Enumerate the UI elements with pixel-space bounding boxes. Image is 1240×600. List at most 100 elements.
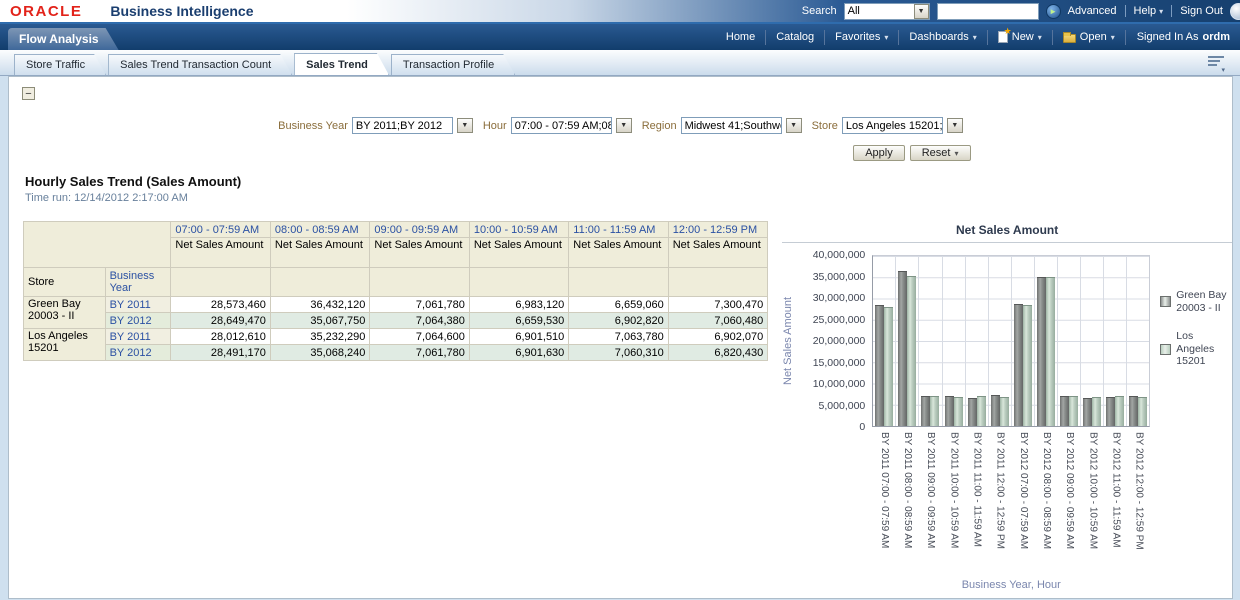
bar-los-angeles-15201[interactable] [1138, 397, 1148, 426]
bar-group [1104, 256, 1128, 426]
value-cell: 6,901,510 [468, 328, 570, 345]
value-cell: 35,232,290 [269, 328, 371, 345]
nav-open[interactable]: Open ▾ [1051, 29, 1125, 45]
chevron-down-icon: ▾ [972, 32, 977, 42]
filter-value-box[interactable]: Midwest 41;Southwes [680, 117, 782, 134]
business-year-header-link[interactable]: Business Year [109, 270, 155, 294]
column-header-hour: 12:00 - 12:59 PM [667, 220, 769, 239]
bar-los-angeles-15201[interactable] [999, 396, 1009, 426]
x-tick: BY 2012 07:00 - 07:59 AM [1011, 427, 1034, 569]
year-link[interactable]: BY 2011 [109, 330, 151, 343]
dropdown-arrow-icon[interactable]: ▼ [456, 118, 473, 133]
pivot-table: 07:00 - 07:59 AM 08:00 - 08:59 AM 09:00 - … [22, 220, 769, 361]
bar-green-bay-20003-ii[interactable] [1013, 304, 1023, 426]
link-help[interactable]: Help ▾ [1134, 5, 1164, 17]
chevron-down-icon: ▾ [1110, 32, 1115, 42]
signed-in-label: Signed In As [1136, 31, 1199, 43]
bar-los-angeles-15201[interactable] [1115, 396, 1125, 426]
nav-catalog[interactable]: Catalog [765, 29, 824, 45]
dropdown-arrow-icon[interactable]: ▼ [946, 118, 963, 133]
dashboard-title-tab[interactable]: Flow Analysis [8, 28, 119, 50]
collapse-section-button[interactable]: − [22, 87, 35, 100]
bar-green-bay-20003-ii[interactable] [967, 397, 977, 426]
value-cell: 28,491,170 [170, 344, 271, 361]
search-area: Search All ▼ ► Advanced Help ▾ Sign Out [802, 2, 1240, 20]
bar-los-angeles-15201[interactable] [1092, 396, 1101, 426]
page-options-icon[interactable] [1208, 56, 1225, 74]
nav-favorites[interactable]: Favorites ▾ [824, 29, 898, 45]
link-advanced[interactable]: Advanced [1068, 5, 1117, 17]
bar-los-angeles-15201[interactable] [1068, 396, 1078, 426]
bar-group [989, 256, 1012, 426]
header-empty-cell [468, 267, 570, 297]
reset-button[interactable]: Reset ▾ [909, 145, 971, 161]
link-label: Help [1133, 5, 1157, 17]
year-link[interactable]: BY 2011 [109, 298, 151, 311]
bar-los-angeles-15201[interactable] [907, 276, 917, 426]
search-input[interactable] [936, 2, 1039, 20]
link-label: Sign Out [1180, 5, 1223, 17]
tab-sales-trend[interactable]: Sales Trend [294, 53, 389, 75]
bar-los-angeles-15201[interactable] [1045, 276, 1055, 426]
bar-group [873, 256, 897, 426]
nav-dashboards[interactable]: Dashboards ▾ [898, 29, 986, 45]
year-cell: BY 2012 [104, 312, 172, 329]
signed-in-as: Signed In As ordm [1124, 29, 1236, 45]
time-run: Time run: 12/14/2012 2:17:00 AM [25, 192, 188, 204]
year-link[interactable]: BY 2012 [109, 346, 152, 359]
bar-green-bay-20003-ii[interactable] [990, 394, 1000, 426]
bar-los-angeles-15201[interactable] [930, 395, 940, 426]
tab-sales-trend-transaction-count[interactable]: Sales Trend Transaction Count [108, 54, 292, 75]
signed-in-user: ordm [1202, 31, 1231, 43]
bar-group [1035, 256, 1058, 426]
link-sign-out[interactable]: Sign Out [1180, 5, 1223, 17]
value-cell: 7,300,470 [667, 296, 769, 313]
bar-green-bay-20003-ii[interactable] [1083, 397, 1092, 426]
table-row: BY 2012 28,649,470 35,067,750 7,064,380 6,65… [24, 312, 769, 329]
value-cell: 6,659,530 [468, 312, 570, 329]
bar-green-bay-20003-ii[interactable] [1129, 396, 1139, 426]
x-tick: BY 2012 11:00 - 11:59 AM [1104, 427, 1127, 569]
bar-green-bay-20003-ii[interactable] [921, 396, 931, 426]
bar-green-bay-20003-ii[interactable] [944, 396, 954, 426]
bar-group [966, 256, 989, 426]
nav-label: New [1011, 31, 1034, 43]
nav-label: Home [725, 31, 756, 43]
x-tick: BY 2011 11:00 - 11:59 AM [965, 427, 988, 569]
bar-green-bay-20003-ii[interactable] [898, 271, 908, 426]
dropdown-arrow-icon[interactable]: ▼ [913, 3, 929, 19]
bar-green-bay-20003-ii[interactable] [1036, 276, 1046, 426]
legend-item: Los Angeles 15201 [1160, 330, 1230, 368]
bar-los-angeles-15201[interactable] [1022, 304, 1032, 426]
search-go-icon[interactable]: ► [1045, 3, 1061, 19]
filter-value-box[interactable]: 07:00 - 07:59 AM;08 [510, 117, 612, 134]
filter-value-box[interactable]: BY 2011;BY 2012 [351, 117, 453, 134]
dropdown-arrow-icon[interactable]: ▼ [785, 118, 802, 133]
report-title: Hourly Sales Trend (Sales Amount) [25, 174, 242, 189]
new-document-icon [997, 26, 1012, 43]
filter-value-box[interactable]: Los Angeles 15201;G [841, 117, 943, 134]
dropdown-arrow-icon[interactable]: ▼ [615, 118, 632, 133]
value-cell: 7,061,780 [369, 296, 470, 313]
year-link[interactable]: BY 2012 [109, 314, 152, 327]
bar-los-angeles-15201[interactable] [976, 395, 986, 426]
nav-home[interactable]: Home [716, 30, 765, 45]
oracle-logo: ORACLE [10, 2, 83, 20]
x-tick-label: BY 2011 07:00 - 07:59 AM [878, 432, 890, 549]
column-header-hour: 08:00 - 08:59 AM [269, 220, 371, 239]
nav-label: Dashboards [909, 31, 969, 43]
separator [1124, 5, 1126, 17]
table-row: Los Angeles 15201 BY 2011 28,012,610 35,232… [23, 328, 769, 361]
tab-store-traffic[interactable]: Store Traffic [14, 54, 106, 75]
nav-new[interactable]: New▾ [986, 26, 1052, 45]
bar-green-bay-20003-ii[interactable] [1106, 396, 1116, 426]
bar-los-angeles-15201[interactable] [884, 306, 894, 426]
bar-green-bay-20003-ii[interactable] [1059, 395, 1069, 426]
apply-button[interactable]: Apply [853, 145, 905, 161]
nav-label: Favorites [835, 31, 881, 43]
bar-los-angeles-15201[interactable] [953, 396, 963, 426]
chart-title: Net Sales Amount [956, 223, 1059, 237]
search-scope-select[interactable]: All ▼ [843, 2, 930, 20]
tab-transaction-profile[interactable]: Transaction Profile [391, 54, 515, 75]
bar-green-bay-20003-ii[interactable] [875, 304, 885, 426]
